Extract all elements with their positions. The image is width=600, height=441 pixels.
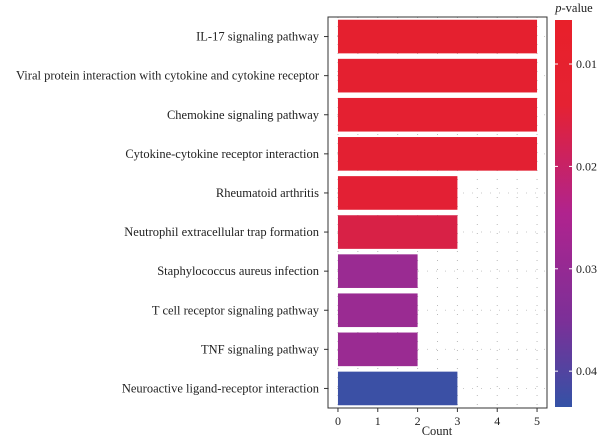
- x-tick-label: 5: [534, 414, 540, 428]
- bar: [337, 371, 458, 406]
- bar-layer: [337, 19, 538, 406]
- legend-title: p-value: [554, 1, 593, 15]
- x-tick-label: 2: [415, 414, 421, 428]
- legend-title-p: p: [554, 1, 561, 15]
- bar: [337, 58, 538, 93]
- category-label: Cytokine-cytokine receptor interaction: [125, 147, 319, 161]
- legend-tick-label: 0.03: [576, 262, 597, 276]
- category-label: Rheumatoid arthritis: [216, 186, 319, 200]
- x-tick-label: 3: [454, 414, 460, 428]
- bar: [337, 97, 538, 132]
- bar: [337, 137, 538, 171]
- category-label: T cell receptor signaling pathway: [152, 303, 320, 317]
- legend-tick-label: 0.04: [576, 364, 597, 378]
- x-axis: 0 1 2 3 4 5: [335, 408, 540, 428]
- category-label: Neuroactive ligand-receptor interaction: [122, 381, 320, 395]
- legend-tick-label: 0.01: [576, 57, 597, 71]
- x-tick-label: 1: [375, 414, 381, 428]
- category-label: Neutrophil extracellular trap formation: [124, 225, 319, 239]
- bar: [337, 254, 418, 288]
- bar: [337, 293, 418, 328]
- category-label: Staphylococcus aureus infection: [157, 264, 320, 278]
- category-label: Viral protein interaction with cytokine …: [16, 69, 320, 83]
- x-axis-title: Count: [422, 424, 453, 438]
- bar: [337, 215, 458, 249]
- x-tick-label: 4: [494, 414, 500, 428]
- legend-title-rest: -value: [562, 1, 594, 15]
- x-tick-label: 0: [335, 414, 341, 428]
- bar: [337, 176, 458, 210]
- category-label: IL-17 signaling pathway: [196, 30, 320, 44]
- legend-tick-label: 0.02: [576, 159, 597, 173]
- legend-colorbar: [555, 20, 572, 407]
- category-label: TNF signaling pathway: [201, 342, 320, 356]
- pvalue-legend: p-value 0.01 0.02 0.03 0.04: [554, 1, 597, 407]
- legend-ticks: 0.01 0.02 0.03 0.04: [555, 57, 597, 378]
- bar: [337, 19, 538, 54]
- category-label: Chemokine signaling pathway: [167, 108, 320, 122]
- bar: [337, 332, 418, 367]
- plot-frame: [327, 16, 548, 409]
- category-labels: IL-17 signaling pathway Viral protein int…: [16, 30, 328, 395]
